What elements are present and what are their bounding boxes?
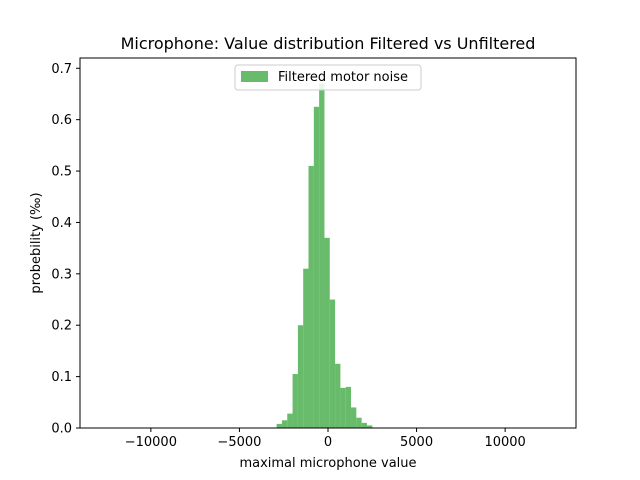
chart-title: Microphone: Value distribution Filtered … [121,34,536,53]
histogram-bar [345,386,352,428]
histogram-bar [340,387,346,428]
y-tick-label: 0.5 [51,165,72,180]
y-tick-label: 0.3 [51,267,72,282]
x-tick-label: −5000 [217,435,261,450]
histogram-bar [297,325,304,428]
histogram-bar [287,413,293,428]
x-tick-label: 10000 [484,435,525,450]
y-axis-label: probebility (‰) [29,192,44,293]
histogram-bar [276,423,282,428]
y-tick-label: 0.4 [51,216,72,231]
y-tick-label: 0.1 [51,370,72,385]
y-tick-label: 0.0 [51,422,72,437]
histogram-bar [313,106,320,428]
histogram-bar [366,425,373,428]
histogram-bar [356,417,362,428]
legend-box [234,64,422,91]
histogram-bar [329,299,336,428]
x-axis-label: maximal microphone value [239,456,416,471]
histogram-bar [303,268,309,428]
x-tick-label: 0 [324,435,332,450]
histogram-bar [351,407,357,428]
x-axis-ticks: −10000 −5000 0 5000 10000 [125,428,526,450]
histogram-bar [361,422,367,428]
legend-entry-label: Filtered motor noise [278,70,408,85]
histogram-bar [335,363,341,428]
histogram-bar [281,420,288,428]
histogram-bar [292,374,298,428]
y-axis-ticks: 0.0 0.1 0.2 0.3 0.4 0.5 0.6 0.7 [51,62,80,437]
histogram-bar [319,83,325,428]
bars-group [276,83,373,428]
legend: Filtered motor noise [234,64,422,91]
x-tick-label: 5000 [400,435,433,450]
y-tick-label: 0.7 [51,62,72,77]
legend-swatch [241,71,268,82]
y-tick-label: 0.2 [51,319,72,334]
x-tick-label: −10000 [125,435,177,450]
y-tick-label: 0.6 [51,113,72,128]
histogram-bar [308,165,314,428]
histogram-bar [324,237,330,428]
